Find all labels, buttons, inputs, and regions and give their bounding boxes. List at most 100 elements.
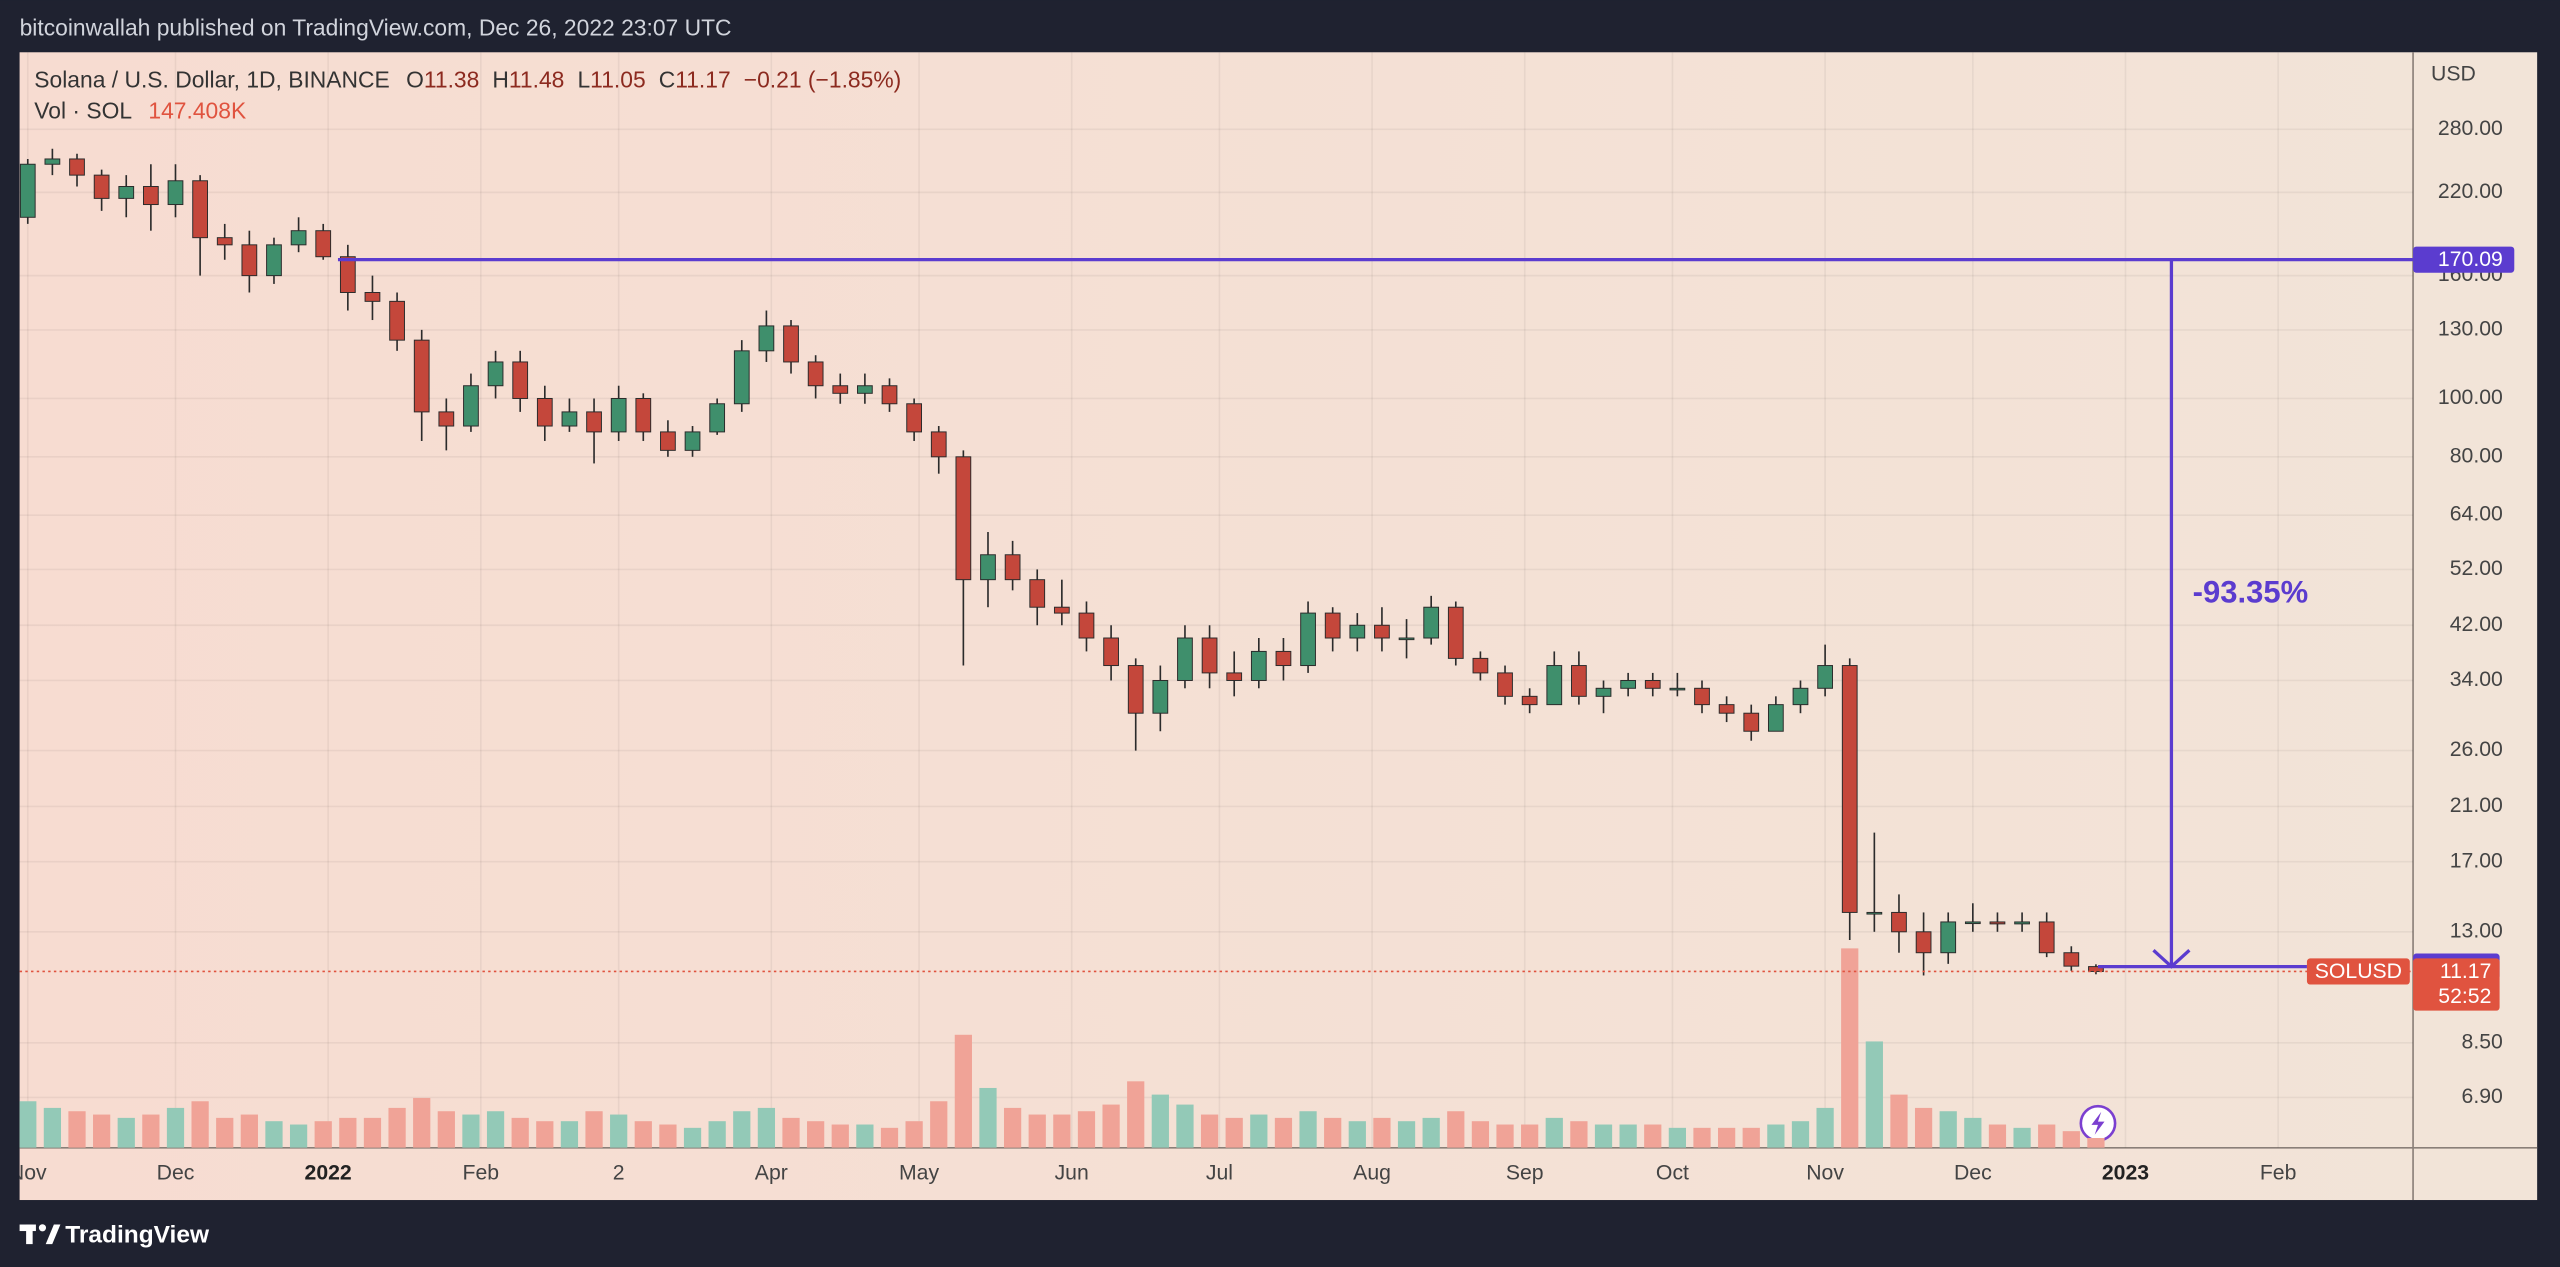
x-tick-label: 2022 xyxy=(305,1162,352,1185)
y-tick-label: 26.00 xyxy=(2450,738,2503,761)
volume-bar xyxy=(683,1127,702,1148)
candle-body xyxy=(980,554,996,581)
candle-body xyxy=(389,300,405,341)
candle-body xyxy=(1201,637,1218,674)
candle-body xyxy=(1669,687,1686,691)
volume-bar xyxy=(880,1127,899,1148)
volume-bar xyxy=(856,1124,874,1148)
candle-body xyxy=(487,361,504,387)
volume-bar xyxy=(1053,1114,1071,1148)
volume-bar xyxy=(1914,1107,1933,1148)
volume-bar xyxy=(486,1111,505,1148)
volume-bar xyxy=(1176,1104,1194,1148)
volume-bar xyxy=(216,1117,234,1148)
candle-body xyxy=(1940,921,1957,954)
legend-value: 11.38 xyxy=(424,67,479,93)
volume-bar xyxy=(1816,1107,1834,1148)
volume-bar xyxy=(93,1114,111,1148)
volume-bar xyxy=(2013,1127,2031,1148)
y-tick-label: 280.00 xyxy=(2438,117,2503,140)
candle-body xyxy=(1127,665,1144,714)
volume-bar xyxy=(240,1114,258,1148)
y-tick-label: 34.00 xyxy=(2450,668,2503,691)
candle-body xyxy=(216,237,233,246)
candle-body xyxy=(832,385,849,394)
x-tick-label: Oct xyxy=(1656,1162,1689,1185)
candle-body xyxy=(1571,665,1587,697)
volume-bar xyxy=(1791,1121,1810,1148)
candle-body xyxy=(1817,665,1833,689)
volume-bar xyxy=(1693,1127,1711,1148)
candle-body xyxy=(1792,687,1809,706)
candle-body xyxy=(2063,952,2080,967)
volume-bar xyxy=(610,1114,628,1148)
volume-bar xyxy=(831,1124,849,1148)
candle-body xyxy=(413,339,430,413)
legend-key: C xyxy=(659,67,676,93)
volume-bar xyxy=(1127,1081,1145,1148)
volume-bar xyxy=(905,1121,923,1148)
volume-bar xyxy=(1274,1117,1293,1148)
candle-body xyxy=(1226,672,1243,681)
candle-body xyxy=(930,431,947,458)
volume-bar xyxy=(1890,1094,1908,1148)
y-tick-label: 6.90 xyxy=(2462,1085,2503,1108)
candle-body xyxy=(315,230,332,258)
volume-bar xyxy=(339,1117,357,1148)
volume-bar xyxy=(1841,948,1859,1148)
volume-bar xyxy=(437,1111,455,1148)
legend-value: 11.17 xyxy=(675,67,730,93)
candle-body xyxy=(339,256,356,293)
candle-body xyxy=(1521,695,1538,706)
volume-bar xyxy=(1003,1107,1022,1148)
volume-bar xyxy=(1964,1117,1982,1148)
volume-bar xyxy=(979,1087,997,1148)
candle-body xyxy=(1053,606,1070,614)
volume-bar xyxy=(1668,1127,1686,1148)
measure-label: -93.35% xyxy=(2193,575,2309,610)
volume-bar xyxy=(413,1097,431,1148)
volume-bar xyxy=(1619,1124,1637,1148)
candle-body xyxy=(1694,687,1710,706)
plot-area xyxy=(19,52,2414,1148)
volume-bar xyxy=(363,1117,382,1148)
x-tick-label: Nov xyxy=(9,1162,47,1185)
candle-body xyxy=(783,325,799,363)
level-label: 170.09 xyxy=(2438,248,2503,271)
volume-bar xyxy=(1939,1111,1957,1148)
candle-body xyxy=(881,385,898,405)
candle-body xyxy=(44,158,61,165)
volume-bar xyxy=(1594,1124,1613,1148)
candle-body xyxy=(1300,612,1316,667)
candle-body xyxy=(1866,911,1883,915)
symbol-box xyxy=(2306,958,2410,985)
volume-bar xyxy=(1348,1121,1366,1148)
volume-bar xyxy=(1496,1124,1514,1148)
candle-body xyxy=(1152,679,1169,714)
candle-body xyxy=(660,431,676,451)
footer-logo xyxy=(19,1224,61,1245)
candle-body xyxy=(266,244,282,277)
candle-body xyxy=(733,350,750,405)
y-tick-label: 80.00 xyxy=(2450,444,2503,467)
candle-body xyxy=(1423,606,1440,639)
candle-body xyxy=(1275,650,1292,667)
candle-body xyxy=(1915,931,1932,954)
x-tick-label: May xyxy=(899,1162,939,1185)
candle-body xyxy=(1841,665,1858,913)
candle-body xyxy=(142,186,159,206)
y-tick-label: 100.00 xyxy=(2438,386,2503,409)
candle-body xyxy=(955,456,972,581)
legend-line: Solana / U.S. Dollar, 1D, BINANCE O11.38 H… xyxy=(34,67,901,93)
volume-title: Vol · SOL xyxy=(34,98,132,124)
volume-bar xyxy=(117,1117,135,1148)
volume-bar xyxy=(1767,1124,1785,1148)
volume-bar xyxy=(1102,1104,1120,1148)
y-tick-label: 220.00 xyxy=(2438,180,2503,203)
candle-body xyxy=(512,361,529,399)
volume-bar xyxy=(1447,1111,1465,1148)
x-tick-label: Sep xyxy=(1506,1162,1544,1185)
candle-body xyxy=(1497,672,1513,697)
candle-body xyxy=(1546,665,1563,706)
